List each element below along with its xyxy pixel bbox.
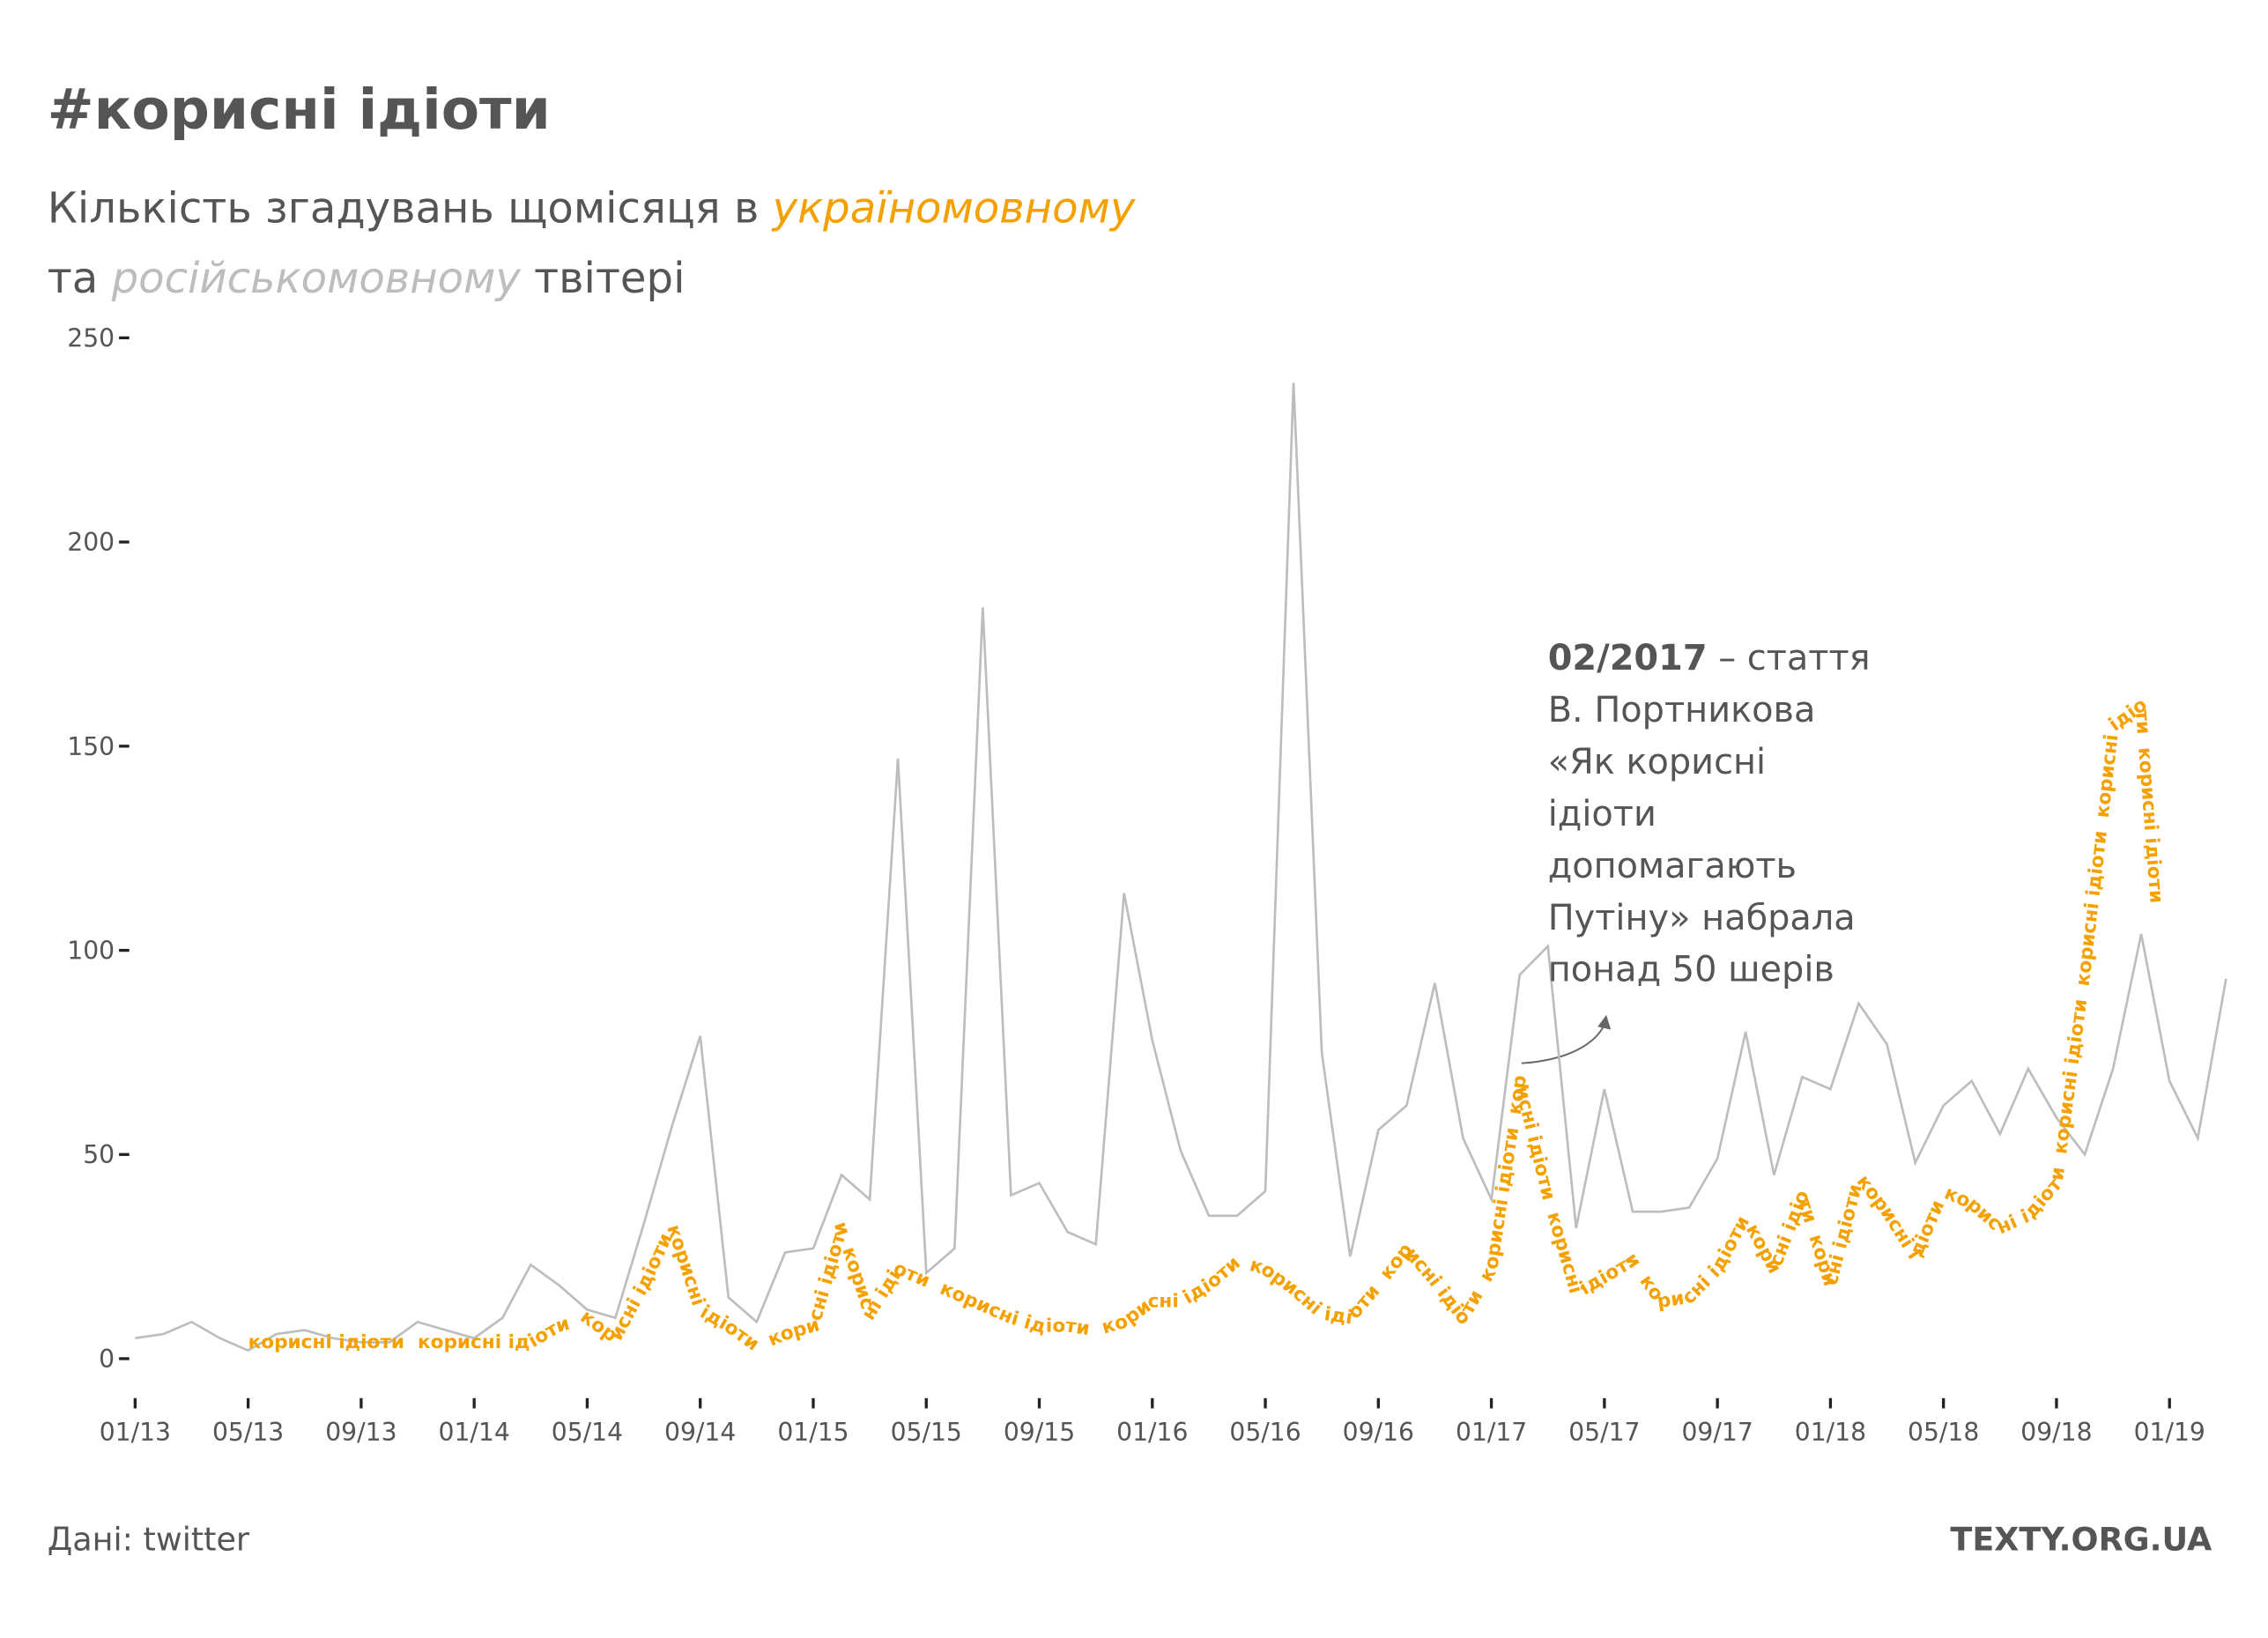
annotation: допомагають — [1548, 846, 1797, 886]
x-tick-label: 09/14 — [664, 1418, 736, 1447]
y-tick-label: 100 — [67, 937, 115, 966]
subtitle: Кількість згадувань щомісяця в україномо… — [48, 183, 1137, 233]
x-tick-label: 01/13 — [100, 1418, 171, 1447]
y-tick-label: 150 — [67, 732, 115, 761]
brand: TEXTY.ORG.UA — [1950, 1520, 2212, 1558]
chart-title: #корисні ідіоти — [48, 77, 551, 142]
x-tick-label: 09/15 — [1004, 1418, 1075, 1447]
annotation-bold: 02/2017 — [1548, 638, 1708, 678]
x-tick-label: 01/15 — [777, 1418, 849, 1447]
x-tick-label: 05/15 — [891, 1418, 962, 1447]
x-tick-label: 01/19 — [2134, 1418, 2205, 1447]
legend-entry: російськомовному — [111, 254, 523, 303]
x-tick-label: 05/17 — [1568, 1418, 1640, 1447]
y-tick-label: 0 — [99, 1345, 115, 1374]
x-tick-label: 09/18 — [2020, 1418, 2092, 1447]
y-tick-label: 200 — [67, 528, 115, 557]
x-tick-label: 05/13 — [212, 1418, 284, 1447]
y-tick-label: 250 — [67, 323, 115, 352]
x-tick-label: 09/13 — [325, 1418, 397, 1447]
subtitle-text: Кількість згадувань щомісяця в — [48, 183, 773, 233]
x-tick-label: 09/16 — [1343, 1418, 1414, 1447]
subtitle-text: та — [48, 254, 112, 303]
x-tick-label: 01/17 — [1456, 1418, 1527, 1447]
annotation-arrow — [1521, 1023, 1606, 1064]
y-tick-label: 50 — [83, 1140, 115, 1169]
line-series — [135, 382, 2227, 1353]
annotation: понад 50 шерів — [1548, 950, 1834, 990]
path-text-segment: корисні ідіоти корисні ідіоти корисні ід… — [248, 693, 2168, 1356]
x-tick-label: 05/18 — [1908, 1418, 1979, 1447]
path-text: корисні ідіоти корисні ідіоти корисні ід… — [248, 693, 2168, 1356]
annotation-text: – стаття — [1708, 638, 1871, 678]
x-tick-label: 01/18 — [1795, 1418, 1866, 1447]
legend-entry: україномовному — [771, 183, 1137, 233]
source: Дані: twitter — [48, 1520, 249, 1558]
x-tick-label: 01/14 — [439, 1418, 510, 1447]
annotation: 02/2017 – стаття — [1548, 638, 1871, 678]
annotation: ідіоти — [1548, 794, 1657, 834]
subtitle: та російськомовному твітері — [48, 254, 686, 303]
x-tick-label: 05/14 — [552, 1418, 623, 1447]
x-tick-label: 09/17 — [1681, 1418, 1753, 1447]
x-tick-label: 01/16 — [1116, 1418, 1188, 1447]
annotation: Путіну» набрала — [1548, 898, 1856, 938]
x-tick-label: 05/16 — [1229, 1418, 1301, 1447]
annotation: В. Портникова — [1548, 690, 1816, 730]
annotation: «Як корисні — [1548, 742, 1766, 782]
annotation-arrowhead — [1597, 1014, 1612, 1030]
subtitle-text: твітері — [521, 254, 686, 303]
line-series — [248, 706, 2170, 1346]
